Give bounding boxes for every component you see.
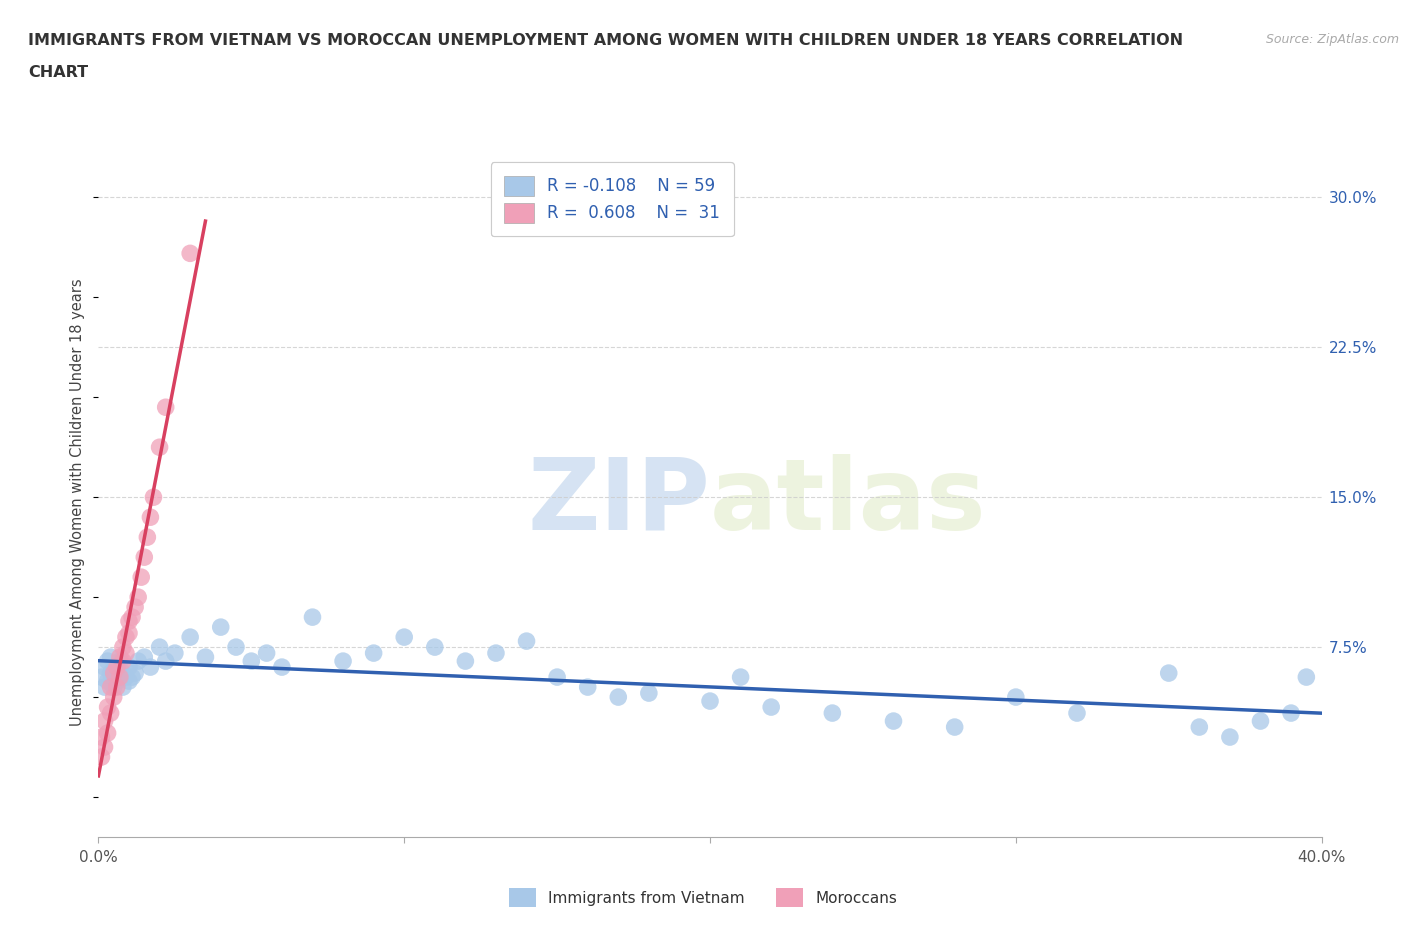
Point [1249,713,1271,728]
Point [93,739,115,754]
Point [699,694,721,709]
Point [93,713,115,728]
Text: ZIP: ZIP [527,454,710,551]
Point [93,680,115,695]
Point [136,530,159,545]
Point [179,630,201,644]
Point [103,680,125,695]
Point [1295,670,1317,684]
Point [155,400,177,415]
Point [90,730,112,745]
Point [1004,690,1026,705]
Point [139,510,162,525]
Point [127,654,149,669]
Y-axis label: Unemployment Among Women with Children Under 18 years: Unemployment Among Women with Children U… [70,278,86,726]
Point [485,645,508,660]
Point [97,654,120,669]
Point [121,670,143,684]
Point [256,645,278,660]
Point [115,645,138,660]
Point [108,670,131,684]
Point [100,650,122,665]
Point [516,633,538,648]
Text: atlas: atlas [710,454,987,551]
Point [115,630,138,644]
Point [108,670,131,684]
Point [637,685,661,700]
Point [1219,730,1241,745]
Point [363,645,385,660]
Point [134,650,156,665]
Point [392,630,416,644]
Point [883,713,905,728]
Point [225,640,247,655]
Point [240,654,263,669]
Point [100,680,122,695]
Text: CHART: CHART [28,65,89,80]
Text: Source: ZipAtlas.com: Source: ZipAtlas.com [1265,33,1399,46]
Point [97,699,120,714]
Point [332,654,354,669]
Point [759,699,782,714]
Point [97,725,120,740]
Point [730,670,752,684]
Point [270,659,292,674]
Point [118,614,141,629]
Point [1279,706,1302,721]
Point [546,670,568,684]
Point [118,659,141,674]
Point [149,440,172,455]
Point [1188,720,1211,735]
Point [179,246,201,260]
Point [423,640,446,655]
Point [301,610,323,625]
Point [111,666,134,681]
Point [108,650,131,665]
Point [111,640,134,655]
Point [90,670,112,684]
Point [97,673,120,688]
Text: IMMIGRANTS FROM VIETNAM VS MOROCCAN UNEMPLOYMENT AMONG WOMEN WITH CHILDREN UNDER: IMMIGRANTS FROM VIETNAM VS MOROCCAN UNEM… [28,33,1184,47]
Point [129,570,152,585]
Point [111,654,134,669]
Point [111,680,134,695]
Point [118,626,141,641]
Point [121,610,143,625]
Point [163,645,186,660]
Point [124,666,146,681]
Point [103,690,125,705]
Point [105,659,128,674]
Point [100,666,122,681]
Point [194,650,217,665]
Point [209,619,232,634]
Point [118,673,141,688]
Point [100,706,122,721]
Legend: Immigrants from Vietnam, Moroccans: Immigrants from Vietnam, Moroccans [502,883,904,913]
Point [115,670,138,684]
Point [93,659,115,674]
Point [607,690,630,705]
Point [90,750,112,764]
Point [134,550,156,565]
Point [149,640,172,655]
Point [108,654,131,669]
Legend: R = -0.108    N = 59, R =  0.608    N =  31: R = -0.108 N = 59, R = 0.608 N = 31 [491,163,734,236]
Point [576,680,599,695]
Point [127,590,149,604]
Point [454,654,477,669]
Point [1066,706,1088,721]
Point [105,659,128,674]
Point [105,680,128,695]
Point [103,664,125,679]
Point [943,720,966,735]
Point [105,673,128,688]
Point [139,659,162,674]
Point [1157,666,1180,681]
Point [103,666,125,681]
Point [821,706,844,721]
Point [124,600,146,615]
Point [155,654,177,669]
Point [142,490,165,505]
